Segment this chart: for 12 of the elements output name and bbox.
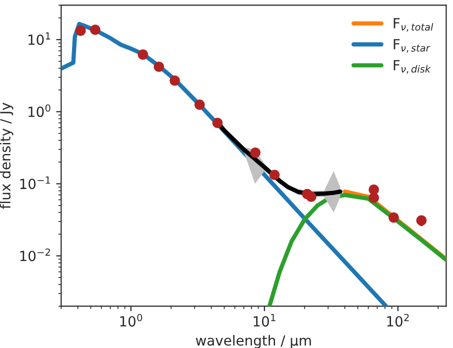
legend-label: F$_{ν,star}$ <box>394 39 430 53</box>
y-axis-title: flux density / Jy <box>0 102 14 209</box>
y-tick-label: 10$^{0}$ <box>28 104 50 118</box>
x-axis-title: wavelength / μm <box>196 334 311 348</box>
legend-label: F$_{ν,disk}$ <box>394 60 431 74</box>
x-tick-label: 10$^{0}$ <box>120 314 142 327</box>
y-tick-label: 10$^{−2}$ <box>20 248 50 262</box>
legend-label: F$_{ν,total}$ <box>394 18 434 32</box>
x-tick-label: 10$^{1}$ <box>254 314 276 327</box>
y-tick-label: 10$^{1}$ <box>28 32 50 45</box>
x-tick-label: 10$^{2}$ <box>387 314 409 327</box>
y-tick-label: 10$^{−1}$ <box>20 176 50 190</box>
